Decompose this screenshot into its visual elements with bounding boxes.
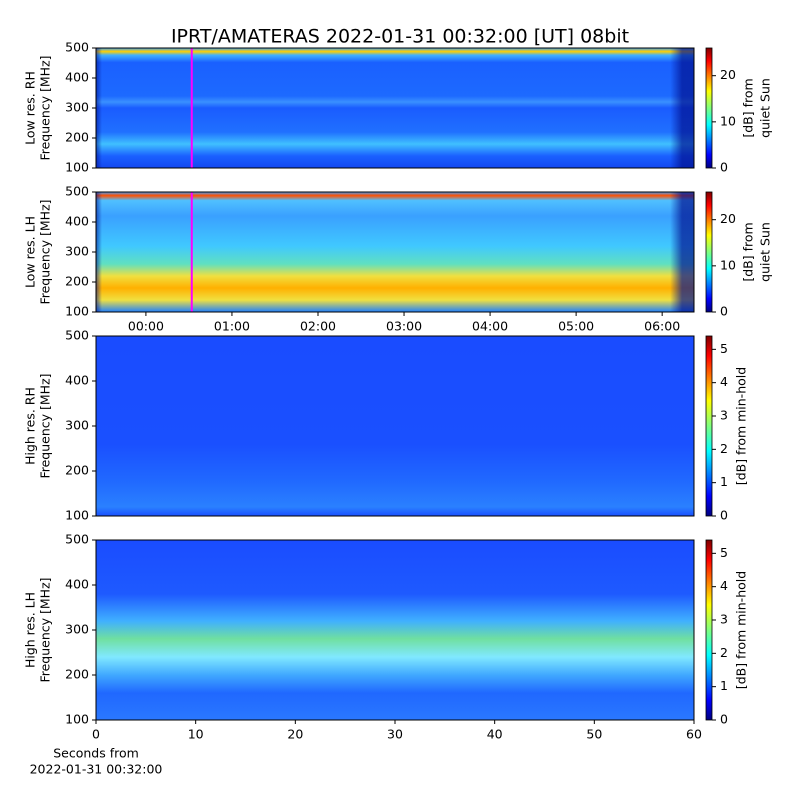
y-tick-label: 300 (65, 418, 89, 433)
y-tick-label: 500 (65, 532, 89, 547)
y-tick-label: 100 (65, 508, 89, 523)
colorbar-tick-label: 3 (720, 612, 728, 627)
y-tick-label: 200 (65, 274, 89, 289)
x-axis-label: 2022-01-31 00:32:00 (30, 762, 163, 777)
colorbar-tick-label: 5 (720, 545, 728, 560)
colorbar-tick-label: 2 (720, 441, 728, 456)
x-tick-label: 50 (586, 727, 602, 742)
y-tick-label: 500 (65, 328, 89, 343)
x-tick-label: 01:00 (214, 319, 250, 334)
y-axis-label: Frequency [MHz] (38, 199, 53, 304)
y-tick-label: 400 (65, 577, 89, 592)
y-tick-label: 300 (65, 244, 89, 259)
y-axis-label: Low res. RH (23, 71, 38, 145)
spectrogram (96, 540, 694, 720)
colorbar (705, 335, 713, 517)
y-tick-label: 200 (65, 130, 89, 145)
y-axis-label: High res. LH (23, 592, 38, 668)
x-tick-label: 20 (287, 727, 303, 742)
colorbar-label: [dB] from min-hold (734, 571, 749, 689)
colorbar-tick-label: 0 (720, 304, 728, 319)
title: IPRT/AMATERAS 2022-01-31 00:32:00 [UT] 0… (171, 26, 629, 48)
y-axis-label: Frequency [MHz] (38, 55, 53, 160)
colorbar-tick-label: 20 (720, 211, 736, 226)
colorbar-tick-label: 3 (720, 408, 728, 423)
colorbar-label: [dB] from (741, 222, 756, 281)
colorbar-tick-label: 1 (720, 474, 728, 489)
colorbar-label: [dB] from min-hold (734, 367, 749, 485)
x-tick-label: 60 (686, 727, 702, 742)
x-tick-label: 03:00 (386, 319, 422, 334)
x-tick-label: 04:00 (472, 319, 508, 334)
colorbar-tick-label: 0 (720, 508, 728, 523)
y-tick-label: 500 (65, 184, 89, 199)
colorbar-tick-label: 0 (720, 712, 728, 727)
y-tick-label: 300 (65, 100, 89, 115)
colorbar-tick-label: 1 (720, 678, 728, 693)
x-tick-label: 30 (387, 727, 403, 742)
colorbar-tick-label: 4 (720, 374, 728, 389)
x-tick-label: 10 (188, 727, 204, 742)
colorbar (705, 191, 713, 313)
x-tick-label: 06:00 (644, 319, 680, 334)
colorbar-tick-label: 20 (720, 67, 736, 82)
y-tick-label: 100 (65, 160, 89, 175)
colorbar (705, 539, 713, 721)
y-tick-label: 300 (65, 622, 89, 637)
colorbar-tick-label: 5 (720, 341, 728, 356)
y-tick-label: 200 (65, 463, 89, 478)
colorbar-label: [dB] from (741, 78, 756, 137)
y-axis-label: High res. RH (23, 387, 38, 465)
colorbar-tick-label: 2 (720, 645, 728, 660)
x-axis-label: Seconds from (53, 746, 139, 761)
colorbar-tick-label: 10 (720, 257, 736, 272)
y-tick-label: 100 (65, 304, 89, 319)
y-tick-label: 400 (65, 373, 89, 388)
x-tick-label: 40 (487, 727, 503, 742)
y-tick-label: 400 (65, 214, 89, 229)
colorbar-tick-label: 10 (720, 113, 736, 128)
y-tick-label: 100 (65, 712, 89, 727)
y-tick-label: 400 (65, 70, 89, 85)
y-axis-label: Low res. LH (23, 216, 38, 288)
y-tick-label: 200 (65, 667, 89, 682)
x-tick-label: 02:00 (300, 319, 336, 334)
x-tick-label: 0 (92, 727, 100, 742)
colorbar (705, 47, 713, 169)
spectrogram-edge (96, 48, 694, 168)
x-tick-label: 00:00 (128, 319, 164, 334)
y-axis-label: Frequency [MHz] (38, 373, 53, 478)
spectrogram (96, 336, 694, 516)
x-tick-label: 05:00 (558, 319, 594, 334)
colorbar-label: quiet Sun (758, 78, 773, 138)
colorbar-tick-label: 4 (720, 578, 728, 593)
colorbar-tick-label: 0 (720, 160, 728, 175)
colorbar-label: quiet Sun (758, 222, 773, 282)
y-tick-label: 500 (65, 40, 89, 55)
spectrogram-edge (96, 192, 694, 312)
y-axis-label: Frequency [MHz] (38, 577, 53, 682)
